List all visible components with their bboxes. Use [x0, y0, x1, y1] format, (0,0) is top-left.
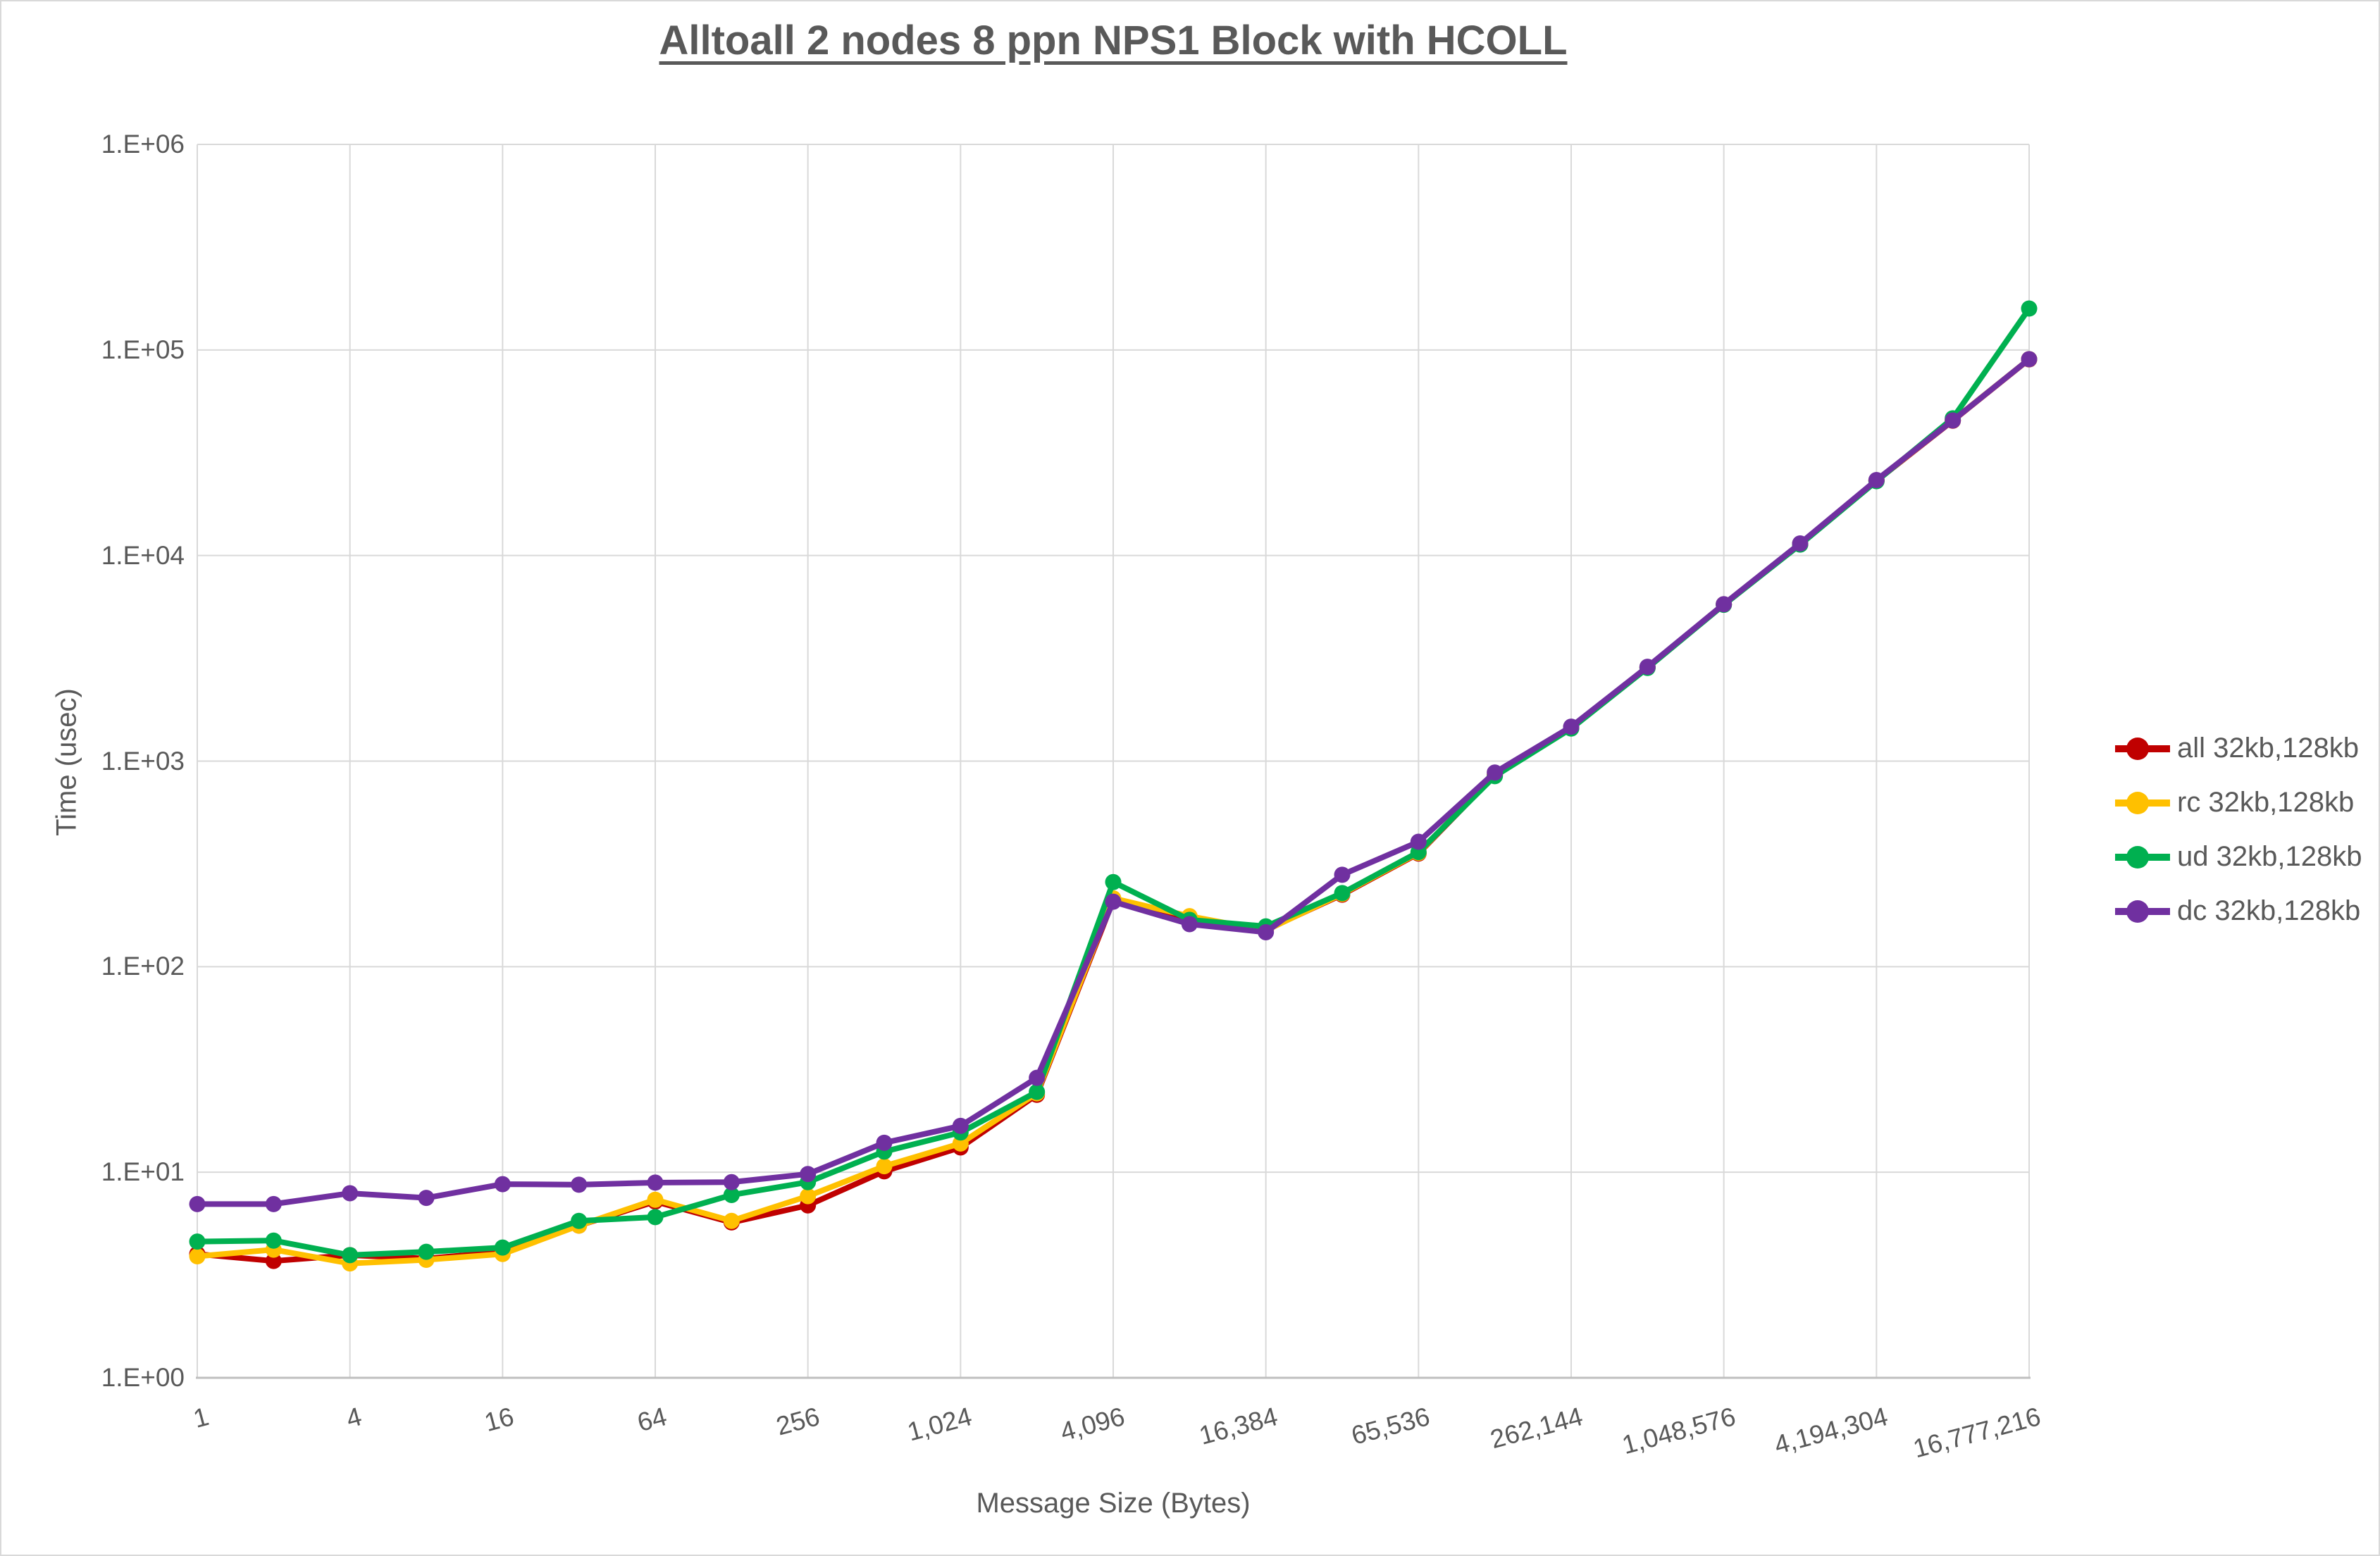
data-point-rc — [723, 1212, 740, 1229]
data-point-dc — [494, 1176, 511, 1193]
data-point-ud — [647, 1209, 664, 1226]
data-point-rc — [647, 1191, 664, 1208]
y-tick-label: 1.E+05 — [101, 335, 185, 364]
data-point-dc — [2021, 351, 2038, 368]
legend-marker-icon — [2115, 791, 2170, 814]
data-point-dc — [342, 1185, 359, 1202]
data-point-ud — [1334, 885, 1351, 902]
y-tick-label: 1.E+00 — [101, 1363, 185, 1392]
legend-marker-icon — [2115, 845, 2170, 869]
data-point-dc — [1716, 596, 1733, 613]
data-point-dc — [800, 1166, 817, 1183]
data-point-dc — [1258, 924, 1275, 941]
data-point-dc — [1105, 893, 1122, 910]
data-point-rc — [876, 1158, 893, 1175]
legend: all 32kb,128kb rc 32kb,128kb ud 32kb,128kb… — [2115, 721, 2362, 938]
legend-label: rc 32kb,128kb — [2177, 787, 2355, 818]
data-point-dc — [876, 1134, 893, 1151]
x-axis-title: Message Size (Bytes) — [976, 1488, 1251, 1519]
data-point-dc — [1639, 659, 1656, 676]
legend-label: all 32kb,128kb — [2177, 733, 2359, 764]
data-point-dc — [647, 1174, 664, 1191]
data-point-all — [265, 1252, 282, 1269]
data-point-dc — [1029, 1069, 1046, 1086]
y-tick-label: 1.E+02 — [101, 952, 185, 981]
legend-label: ud 32kb,128kb — [2177, 841, 2362, 872]
data-point-ud — [1105, 873, 1122, 890]
y-tick-label: 1.E+04 — [101, 540, 185, 570]
legend-item-dc[interactable]: dc 32kb,128kb — [2115, 884, 2362, 938]
data-point-dc — [1181, 916, 1198, 933]
legend-marker-icon — [2115, 737, 2170, 760]
data-point-ud — [418, 1243, 435, 1260]
data-point-dc — [1945, 412, 1961, 429]
data-point-dc — [1792, 535, 1809, 552]
data-point-ud — [571, 1212, 588, 1229]
y-tick-label: 1.E+01 — [101, 1157, 185, 1187]
data-point-dc — [952, 1117, 969, 1134]
data-point-rc — [189, 1248, 206, 1265]
data-point-dc — [418, 1190, 435, 1207]
y-tick-label: 1.E+03 — [101, 746, 185, 776]
data-point-dc — [723, 1174, 740, 1190]
y-tick-label: 1.E+06 — [101, 130, 185, 158]
legend-item-rc[interactable]: rc 32kb,128kb — [2115, 776, 2362, 830]
data-point-ud — [2021, 300, 2038, 317]
data-point-dc — [1410, 833, 1427, 850]
data-point-dc — [1487, 764, 1504, 781]
data-point-rc — [800, 1188, 817, 1205]
data-point-dc — [1868, 471, 1885, 488]
data-point-dc — [189, 1195, 206, 1212]
data-point-dc — [571, 1176, 588, 1193]
data-point-ud — [342, 1247, 359, 1264]
data-point-ud — [265, 1232, 282, 1249]
legend-item-ud[interactable]: ud 32kb,128kb — [2115, 830, 2362, 884]
chart-title: Alltoall 2 nodes 8 ppn NPS1 Block with H… — [659, 18, 1568, 63]
data-point-ud — [494, 1239, 511, 1256]
legend-marker-icon — [2115, 900, 2170, 923]
legend-label: dc 32kb,128kb — [2177, 895, 2361, 926]
data-point-dc — [1334, 866, 1351, 883]
data-point-dc — [265, 1195, 282, 1212]
legend-item-all[interactable]: all 32kb,128kb — [2115, 721, 2362, 776]
data-point-ud — [189, 1233, 206, 1250]
data-point-ud — [1029, 1083, 1046, 1100]
data-point-dc — [1563, 718, 1580, 735]
data-point-ud — [723, 1186, 740, 1203]
